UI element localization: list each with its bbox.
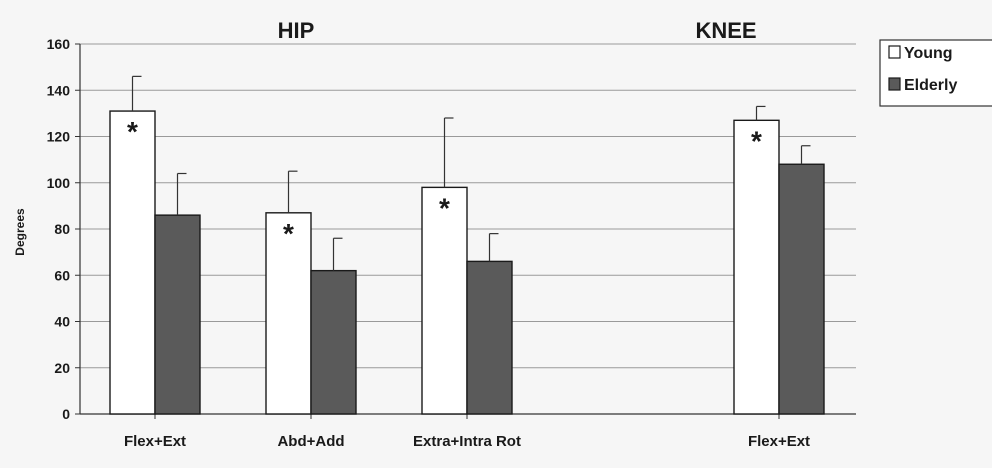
y-tick-label: 20	[54, 360, 70, 376]
group-label-hip: HIP	[278, 18, 315, 43]
group-label-knee: KNEE	[695, 18, 756, 43]
legend-label-young: Young	[904, 45, 953, 62]
bar-elderly	[154, 214, 201, 415]
axes: 0 20 40 60 80 100 120 140 160 Degrees	[13, 36, 856, 422]
y-tick-label: 40	[54, 314, 70, 330]
legend-swatch-elderly	[888, 77, 901, 91]
x-category-label: Abd+Add	[277, 433, 344, 450]
legend: Young Elderly	[879, 39, 992, 107]
y-tick-label: 120	[47, 129, 71, 145]
y-tick-label: 160	[47, 36, 71, 52]
significance-marker: *	[127, 116, 138, 147]
bar-elderly	[466, 260, 513, 415]
y-tick-label: 80	[54, 221, 70, 237]
y-tick-label: 0	[62, 406, 70, 422]
y-tick-label: 60	[54, 267, 70, 283]
legend-label-elderly: Elderly	[904, 77, 957, 94]
y-tick-label: 140	[47, 82, 71, 98]
y-tick-label: 100	[47, 175, 71, 191]
bar-young	[421, 186, 468, 415]
significance-marker: *	[283, 218, 294, 249]
x-category-label: Extra+Intra Rot	[413, 433, 521, 450]
legend-swatch-young	[888, 45, 901, 59]
bars: * * * *	[109, 75, 825, 415]
significance-marker: *	[439, 192, 450, 223]
bar-elderly	[310, 269, 357, 415]
x-category-label: Flex+Ext	[124, 433, 186, 450]
bar-elderly	[778, 163, 825, 415]
x-category-label: Flex+Ext	[748, 433, 810, 450]
y-axis-title: Degrees	[13, 208, 27, 256]
bar-young	[109, 110, 156, 415]
labels: Flex+Ext Abd+Add Extra+Intra Rot Flex+Ext HI…	[124, 18, 810, 450]
significance-marker: *	[751, 125, 762, 156]
bar-young	[733, 119, 780, 415]
